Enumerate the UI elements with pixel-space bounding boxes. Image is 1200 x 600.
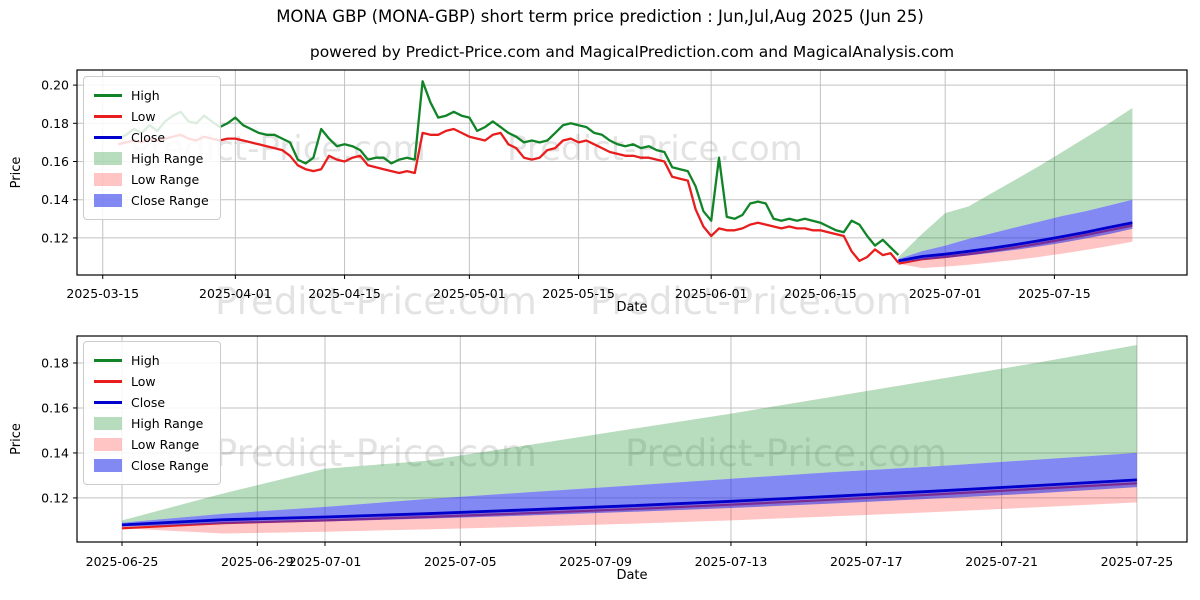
close-forecast-line [121, 478, 1137, 527]
x-tick-label: 2025-04-01 [199, 286, 272, 301]
legend-top-chart: High Low Close High Range Low Range Close Ran… [83, 76, 221, 220]
y-tick-label: 0.20 [41, 78, 69, 93]
figure-title: MONA GBP (MONA-GBP) short term price pre… [276, 7, 924, 26]
high-swatch-icon [94, 94, 122, 97]
x-tick-label: 2025-07-25 [1101, 554, 1174, 569]
y-tick-label: 0.16 [41, 400, 69, 415]
x-tick-label: 2025-07-21 [965, 554, 1038, 569]
close-range-swatch-icon [94, 459, 122, 472]
x-tick-label: 2025-07-05 [424, 554, 497, 569]
close-swatch-icon [94, 136, 122, 139]
plot-border [76, 69, 1188, 276]
y-tick-label: 0.14 [41, 445, 69, 460]
close-swatch-icon [94, 401, 122, 404]
legend-label: High Range [131, 151, 204, 166]
low-swatch-icon [94, 380, 122, 383]
legend-item: Low Range [94, 169, 210, 190]
high-range-swatch-icon [94, 417, 122, 430]
legend-label: Close Range [131, 193, 209, 208]
legend-label: High [131, 353, 160, 368]
legend-label: High Range [131, 416, 204, 431]
legend-label: Low [131, 374, 156, 389]
watermark-text: Predict-Price.com [625, 432, 947, 475]
low-range-swatch-icon [94, 173, 122, 186]
watermark-text: Predict-Price.com [215, 432, 537, 475]
plot-border [76, 335, 1188, 543]
x-tick-label: 2025-05-15 [542, 286, 615, 301]
x-tick-label: 2025-07-15 [1018, 286, 1091, 301]
x-axis-label: Date [616, 300, 647, 315]
x-tick-label: 2025-05-01 [433, 286, 506, 301]
legend-item: Close [94, 127, 210, 148]
x-axis-label: Date [616, 568, 647, 583]
x-tick-label: 2025-07-01 [289, 554, 362, 569]
y-tick-label: 0.12 [41, 490, 69, 505]
watermark-text: Predict-Price.com [590, 280, 912, 323]
legend-item: Low [94, 106, 210, 127]
legend-label: Low Range [131, 172, 200, 187]
x-tick-label: 2025-06-01 [675, 286, 748, 301]
close-range-area [122, 452, 1137, 527]
legend-item: Close [94, 392, 210, 413]
legend-label: Close [131, 130, 166, 145]
x-tick-label: 2025-03-15 [66, 286, 139, 301]
legend-item: High [94, 350, 210, 371]
low-range-swatch-icon [94, 438, 122, 451]
x-tick-label: 2025-06-29 [221, 554, 294, 569]
high-range-area [898, 108, 1133, 259]
y-axis-label: Price [9, 423, 24, 455]
x-tick-label: 2025-06-25 [86, 554, 159, 569]
y-tick-label: 0.12 [41, 230, 69, 245]
watermark-text: Predict-Price.com [215, 280, 537, 323]
y-axis-label: Price [9, 157, 24, 189]
y-tick-label: 0.16 [41, 154, 69, 169]
high-range-area [122, 345, 1137, 523]
legend-item: High [94, 85, 210, 106]
x-tick-label: 2025-06-15 [784, 286, 857, 301]
y-tick-label: 0.18 [41, 116, 69, 131]
x-tick-label: 2025-04-15 [308, 286, 381, 301]
x-tick-label: 2025-07-01 [909, 286, 982, 301]
legend-item: Low Range [94, 434, 210, 455]
legend-item: Close Range [94, 190, 210, 211]
x-tick-label: 2025-07-09 [559, 554, 632, 569]
legend-label: Close [131, 395, 166, 410]
legend-item: High Range [94, 413, 210, 434]
low-swatch-icon [94, 115, 122, 118]
x-tick-label: 2025-07-17 [830, 554, 903, 569]
x-tick-label: 2025-07-13 [695, 554, 768, 569]
chart-subtitle: powered by Predict-Price.com and Magical… [309, 43, 955, 61]
low-history-line [118, 127, 900, 264]
legend-item: Close Range [94, 455, 210, 476]
legend-label: Low Range [131, 437, 200, 452]
high-swatch-icon [94, 359, 122, 362]
close-forecast-line [898, 221, 1133, 263]
legend-item: High Range [94, 148, 210, 169]
high-range-swatch-icon [94, 152, 122, 165]
y-tick-label: 0.18 [41, 355, 69, 370]
close-range-swatch-icon [94, 194, 122, 207]
legend-bottom-chart: High Low Close High Range Low Range Close Ran… [83, 341, 221, 485]
y-tick-label: 0.14 [41, 192, 69, 207]
legend-label: Low [131, 109, 156, 124]
legend-label: High [131, 88, 160, 103]
legend-label: Close Range [131, 458, 209, 473]
high-history-line [117, 80, 900, 256]
legend-item: Low [94, 371, 210, 392]
close-range-area [898, 199, 1133, 263]
